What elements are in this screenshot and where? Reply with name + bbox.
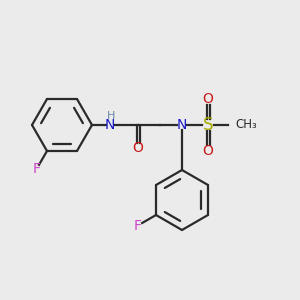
Text: N: N: [105, 118, 115, 132]
Text: F: F: [32, 162, 40, 176]
Text: CH₃: CH₃: [235, 118, 257, 131]
Text: H: H: [107, 111, 115, 121]
Text: F: F: [134, 218, 142, 233]
Text: O: O: [133, 141, 143, 155]
Text: S: S: [203, 116, 213, 134]
Text: O: O: [202, 92, 213, 106]
Text: O: O: [202, 144, 213, 158]
Text: N: N: [177, 118, 187, 132]
